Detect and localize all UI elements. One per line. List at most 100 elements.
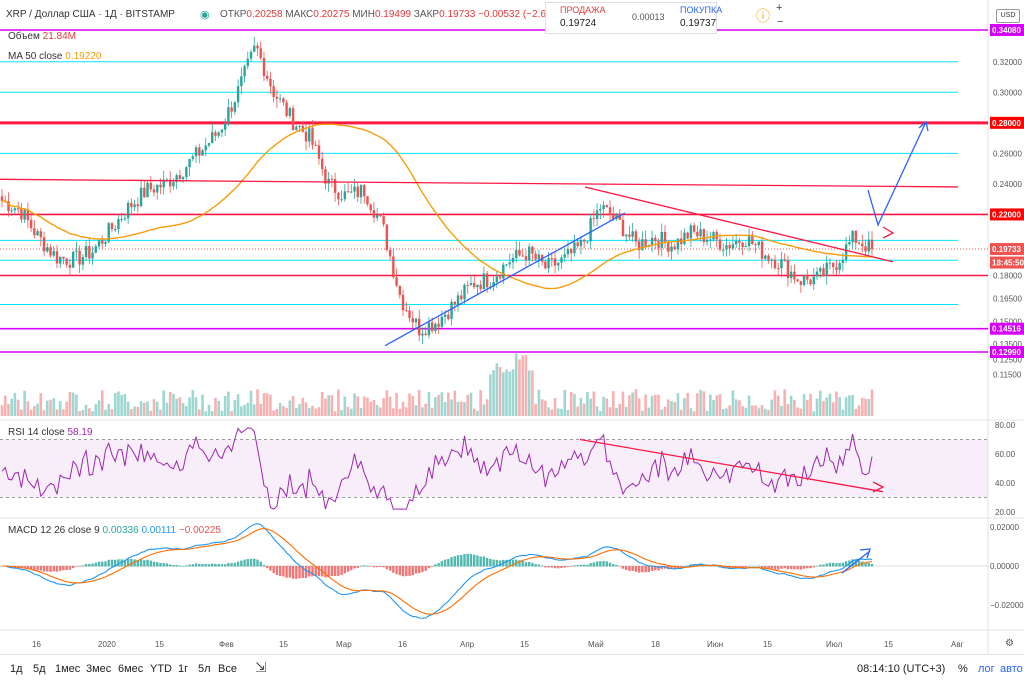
buy-label: ПОКУПКА [680, 5, 723, 15]
macd-hist-bar [595, 561, 599, 567]
volume-bar [705, 411, 709, 416]
volume-bar [595, 406, 599, 416]
macd-hist-bar [586, 564, 589, 567]
candle-body [844, 244, 848, 260]
range-5d[interactable]: 5д [33, 663, 46, 675]
percent-toggle[interactable]: % [958, 663, 968, 675]
volume-legend[interactable]: Объем 21.84M [8, 31, 76, 42]
volume-bar [860, 397, 864, 416]
candle-body [385, 224, 389, 250]
macd-hist-bar [418, 566, 421, 574]
info-icon[interactable]: ⓘ [756, 8, 770, 24]
volume-bar [246, 402, 250, 416]
macd-legend[interactable]: MACD 12 26 close 9 0.00336 0.00111 −0.00… [8, 525, 221, 536]
volume-bar [33, 405, 36, 416]
macd-hist-bar [579, 564, 583, 567]
auto-toggle[interactable]: авто [1000, 663, 1023, 675]
date-range-icon[interactable]: ⇲ [255, 659, 267, 675]
macd-hist-bar [631, 566, 634, 571]
range-5y[interactable]: 5л [198, 663, 211, 675]
macd-hist-bar [175, 565, 178, 567]
volume-bar [288, 400, 292, 416]
candle-body [372, 210, 376, 218]
macd-hist-bar [233, 562, 237, 567]
volume-bar [404, 407, 408, 416]
volume-bar [84, 404, 88, 416]
forecast-arrow-head [918, 120, 929, 132]
candle-body [725, 245, 728, 250]
volume-bar [721, 409, 725, 416]
candle-body [667, 241, 670, 252]
candle-body [861, 243, 864, 247]
forecast-arrow-up [867, 123, 926, 227]
candle-body [198, 147, 201, 156]
candle-body [654, 237, 657, 242]
range-all[interactable]: Все [218, 663, 237, 675]
macd-hist-bar [625, 566, 628, 571]
macd-hist-bar [217, 564, 220, 567]
candle-body [570, 249, 573, 254]
time-tick-label: 18 [651, 640, 660, 649]
currency-badge[interactable]: USD [996, 9, 1020, 23]
range-6m[interactable]: 6мес [118, 663, 144, 675]
volume-bar [854, 408, 858, 416]
candle-body [324, 169, 327, 184]
range-3m[interactable]: 3мес [86, 663, 112, 675]
macd-hist-bar [806, 566, 809, 569]
candle-body [7, 201, 10, 212]
ma-value: 0.19220 [65, 51, 102, 62]
volume-bar [789, 395, 793, 416]
time-tick-label: 15 [279, 640, 288, 649]
chart-canvas[interactable]: 0.32000 0.30000 0.26000 0.24000 0.18000 0.165… [0, 0, 1024, 654]
macd-hist-bar [828, 562, 832, 567]
candle-body [81, 257, 85, 265]
range-1d[interactable]: 1д [10, 663, 23, 675]
macd-hist-bar [489, 559, 492, 567]
candle-body [851, 230, 854, 243]
volume-bar [492, 370, 495, 416]
candle-body [741, 242, 744, 248]
range-1m[interactable]: 1мес [55, 663, 81, 675]
macd-hist-bar [337, 566, 340, 576]
rsi-tick-label: 40.00 [995, 479, 1016, 488]
volume-bar [731, 390, 735, 416]
zoom-out-button[interactable]: − [777, 16, 784, 28]
macd-hist-bar [553, 566, 557, 569]
candle-body [126, 202, 130, 219]
macd-hist-bar [469, 553, 473, 567]
macd-hist-bar [537, 564, 541, 567]
volume-bar [793, 399, 796, 416]
volume-bar [49, 399, 52, 416]
buy-button[interactable]: ПОКУПКА 0.19737 [680, 3, 750, 33]
volume-bar [857, 405, 861, 416]
clock-time[interactable]: 08:14:10 (UTC+3) [857, 663, 946, 675]
volume-bar [16, 399, 20, 416]
time-tick-label: Апр [460, 640, 475, 649]
zoom-in-button[interactable]: + [776, 2, 783, 14]
volume-bar [734, 399, 738, 416]
range-ytd[interactable]: YTD [150, 663, 172, 675]
macd-hist-bar [547, 566, 550, 568]
candle-body [139, 187, 143, 207]
macd-hist-bar [55, 566, 59, 572]
volume-bar [262, 393, 266, 416]
macd-hist-bar [52, 566, 55, 572]
macd-hist-bar [518, 560, 521, 567]
volume-bar [621, 391, 625, 416]
candle-body [23, 209, 26, 220]
candle-body [722, 249, 725, 251]
macd-hist-bar [440, 561, 444, 567]
ma-legend[interactable]: MA 50 close 0.19220 [8, 51, 101, 62]
range-1y[interactable]: 1г [178, 663, 189, 675]
macd-hist-bar [456, 555, 460, 567]
candle-body [375, 214, 379, 218]
rsi-legend[interactable]: RSI 14 close 58.19 [8, 427, 93, 438]
volume-bar [666, 399, 670, 416]
candle-body [159, 184, 162, 188]
macd-hist-bar [39, 566, 43, 571]
candle-body [136, 204, 140, 207]
log-toggle[interactable]: лог [978, 663, 995, 675]
sell-button[interactable]: ПРОДАЖА 0.19724 [546, 3, 626, 33]
macd-hist-bar [110, 559, 114, 567]
candle-body [101, 240, 104, 244]
